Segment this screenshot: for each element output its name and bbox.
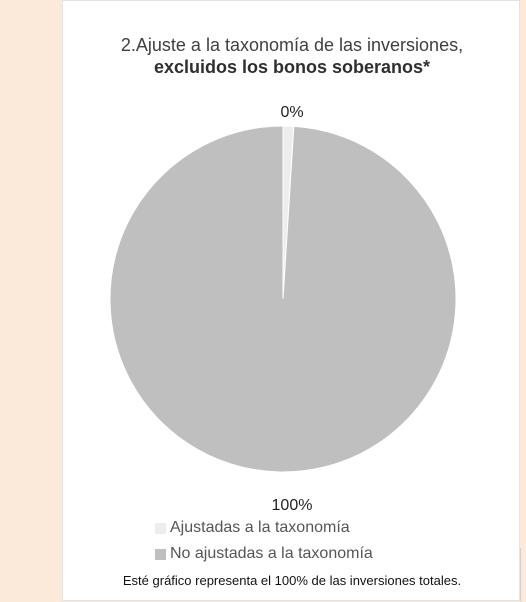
legend-label-no-ajustadas: No ajustadas a la taxonomía: [170, 545, 373, 562]
legend-swatch-ajustadas: [155, 522, 166, 534]
legend-label-ajustadas: Ajustadas a la taxonomía: [170, 519, 350, 536]
legend-item-no-ajustadas: No ajustadas a la taxonomía: [155, 541, 373, 567]
legend-swatch-no-ajustadas: [155, 548, 166, 560]
pie-chart: [109, 125, 457, 473]
data-label-ajustadas: 0%: [280, 104, 304, 121]
chart-subtitle: excluidos los bonos soberanos*: [153, 57, 431, 77]
pie-slice-no-ajustadas: [109, 125, 457, 473]
data-label-no-ajustadas: 100%: [271, 497, 313, 514]
chart-title-line1: 2.Ajuste a la taxonomía de las inversion…: [120, 35, 464, 55]
divider: [520, 548, 521, 601]
chart-legend: Ajustadas a la taxonomía No ajustadas a …: [155, 515, 373, 567]
legend-item-ajustadas: Ajustadas a la taxonomía: [155, 515, 373, 541]
chart-panel: 2.Ajuste a la taxonomía de las inversion…: [62, 0, 520, 601]
chart-title: 2.Ajuste a la taxonomía de las inversion…: [63, 34, 521, 78]
footnote: Esté gráfico representa el 100% de las i…: [122, 573, 462, 588]
